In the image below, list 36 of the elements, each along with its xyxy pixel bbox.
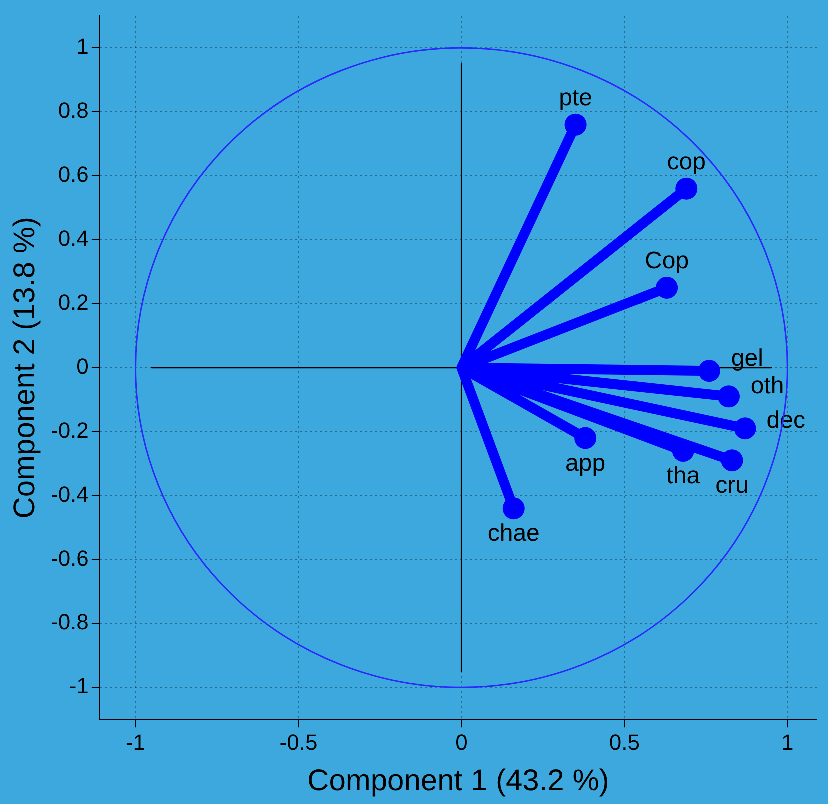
annotation: cop: [667, 148, 706, 176]
x-tick-label: -0.5: [280, 730, 318, 755]
y-tick-label: 0.8: [58, 98, 89, 124]
y-axis-title: Component 2 (13.8 %): [8, 216, 42, 519]
annotation: chae: [488, 520, 540, 548]
point: [721, 450, 744, 472]
point: [564, 114, 587, 136]
y-tick-label: -1: [69, 674, 89, 699]
point: [656, 276, 678, 299]
y-tick-label: -0.6: [50, 546, 89, 571]
point: [734, 418, 756, 440]
y-tick-label: 0.2: [58, 290, 89, 316]
x-tick-label: 0: [456, 730, 468, 755]
annotation: oth: [750, 372, 784, 400]
x-tick-label: 1: [782, 730, 794, 755]
x-axis-title: Component 1 (43.2 %): [308, 764, 610, 798]
point: [676, 178, 698, 200]
y-tick-label: 0: [76, 354, 89, 379]
y-tick-label: 0.4: [58, 226, 89, 252]
annotation: pte: [559, 84, 592, 112]
point: [718, 386, 740, 408]
x-tick-label: 0.5: [609, 730, 640, 755]
point: [574, 427, 597, 450]
y-tick-label: 0.6: [58, 162, 89, 188]
annotation: app: [566, 450, 606, 477]
annotation: tha: [666, 462, 701, 490]
y-tick-label: -0.4: [50, 482, 89, 507]
y-tick-label: -0.2: [50, 418, 89, 443]
annotation: cru: [716, 472, 749, 500]
x-tick-label: -1: [126, 730, 146, 755]
annotation: Cop: [645, 248, 690, 275]
point: [502, 498, 525, 520]
y-tick-label: 1: [76, 34, 89, 60]
point: [698, 360, 720, 382]
y-tick-label: -0.8: [50, 610, 89, 635]
annotation: gel: [731, 345, 764, 372]
